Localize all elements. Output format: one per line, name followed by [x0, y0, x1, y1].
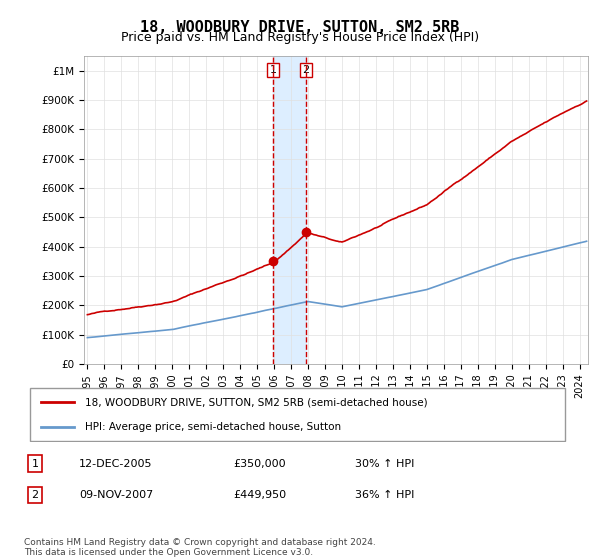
Text: 2: 2: [302, 66, 310, 75]
Text: 18, WOODBURY DRIVE, SUTTON, SM2 5RB (semi-detached house): 18, WOODBURY DRIVE, SUTTON, SM2 5RB (sem…: [85, 397, 427, 407]
Text: HPI: Average price, semi-detached house, Sutton: HPI: Average price, semi-detached house,…: [85, 422, 341, 432]
Text: 36% ↑ HPI: 36% ↑ HPI: [355, 490, 415, 500]
Text: 1: 1: [270, 66, 277, 75]
Text: 2: 2: [31, 490, 38, 500]
Text: 30% ↑ HPI: 30% ↑ HPI: [355, 459, 415, 469]
Text: Contains HM Land Registry data © Crown copyright and database right 2024.
This d: Contains HM Land Registry data © Crown c…: [24, 538, 376, 557]
Text: 12-DEC-2005: 12-DEC-2005: [79, 459, 152, 469]
Text: Price paid vs. HM Land Registry's House Price Index (HPI): Price paid vs. HM Land Registry's House …: [121, 31, 479, 44]
FancyBboxPatch shape: [29, 388, 565, 441]
Text: £350,000: £350,000: [234, 459, 286, 469]
Text: 18, WOODBURY DRIVE, SUTTON, SM2 5RB: 18, WOODBURY DRIVE, SUTTON, SM2 5RB: [140, 20, 460, 35]
Bar: [273, 56, 306, 364]
Text: 1: 1: [32, 459, 38, 469]
Text: £449,950: £449,950: [234, 490, 287, 500]
Text: 09-NOV-2007: 09-NOV-2007: [79, 490, 154, 500]
